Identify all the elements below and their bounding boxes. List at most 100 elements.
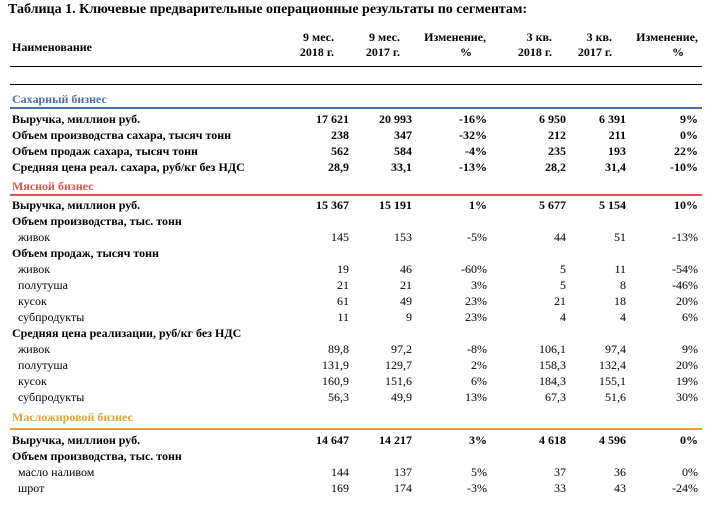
header-rule-bottom bbox=[10, 84, 702, 85]
table-row: полутуша 21 21 3% 5 8 -46% bbox=[0, 278, 716, 293]
table-row: Выручка, миллион руб. 17 621 20 993 -16% 6 9… bbox=[0, 112, 716, 127]
row-value: 212 bbox=[548, 128, 566, 142]
row-value: 30% bbox=[676, 390, 698, 404]
row-value: 169 bbox=[331, 481, 349, 495]
row-value: 5 bbox=[560, 278, 566, 292]
row-value: 151,6 bbox=[385, 374, 412, 388]
header-col-9m2017-line2: 2017 г. bbox=[365, 45, 400, 59]
row-value: 11 bbox=[337, 310, 349, 324]
row-value: 6% bbox=[682, 310, 698, 324]
header-col-9m2017-line1: 9 мес. bbox=[369, 30, 400, 44]
header-col-9m2018: 9 мес. 2018 г. bbox=[282, 30, 334, 60]
row-value: 160,9 bbox=[322, 374, 349, 388]
row-value: 158,3 bbox=[539, 358, 566, 372]
row-value: -46% bbox=[672, 278, 698, 292]
row-value: 562 bbox=[331, 144, 349, 158]
row-value: 129,7 bbox=[385, 358, 412, 372]
section-title: Сахарный бизнес bbox=[12, 92, 107, 106]
row-value: 13% bbox=[465, 390, 487, 404]
row-label: полутуша bbox=[18, 358, 68, 372]
row-value: 15 191 bbox=[379, 198, 412, 212]
row-value: 37 bbox=[554, 465, 566, 479]
row-label: живок bbox=[18, 230, 51, 244]
row-value: 36 bbox=[614, 465, 626, 479]
row-value: 193 bbox=[608, 144, 626, 158]
row-label: Средняя цена реализации, руб/кг без НДС bbox=[12, 326, 242, 340]
row-value: 131,9 bbox=[322, 358, 349, 372]
table-row: Объем производства сахара, тысяч тонн 238… bbox=[0, 128, 716, 143]
header-col-change-9m-line1: Изменение, bbox=[424, 30, 486, 44]
header-col-q3-2017: 3 кв. 2017 г. bbox=[560, 30, 612, 60]
row-label: субпродукты bbox=[18, 390, 85, 404]
table-row: кусок 160,9 151,6 6% 184,3 155,1 19% bbox=[0, 374, 716, 389]
row-value: -24% bbox=[672, 481, 698, 495]
table-subheading-row: Объем производства, тыс. тонн bbox=[0, 449, 716, 464]
row-value: 174 bbox=[394, 481, 412, 495]
row-label: Выручка, миллион руб. bbox=[12, 433, 141, 447]
row-value: 584 bbox=[394, 144, 412, 158]
row-value: 4 bbox=[620, 310, 626, 324]
row-value: 211 bbox=[608, 128, 626, 142]
row-value: 0% bbox=[682, 465, 698, 479]
row-value: 2% bbox=[471, 358, 487, 372]
row-value: -8% bbox=[467, 342, 487, 356]
row-value: 23% bbox=[465, 310, 487, 324]
row-value: 28,9 bbox=[328, 160, 349, 174]
row-value: 4 bbox=[560, 310, 566, 324]
table-title: Таблица 1. Ключевые предварительные опер… bbox=[8, 2, 528, 17]
row-value: -3% bbox=[467, 481, 487, 495]
row-value: 44 bbox=[554, 230, 566, 244]
row-value: 155,1 bbox=[599, 374, 626, 388]
row-value: 61 bbox=[337, 294, 349, 308]
header-col-q3-2018-line1: 3 кв. bbox=[526, 30, 552, 44]
row-value: -32% bbox=[459, 128, 487, 142]
row-value: 22% bbox=[674, 144, 698, 158]
row-value: 0% bbox=[680, 128, 698, 142]
row-label: шрот bbox=[18, 481, 45, 495]
table-header: Наименование 9 мес. 2018 г. 9 мес. 2017 … bbox=[0, 30, 716, 66]
table-row: Средняя цена реал. сахара, руб/кг без НД… bbox=[0, 160, 716, 175]
row-value: 23% bbox=[465, 294, 487, 308]
row-value: 137 bbox=[394, 465, 412, 479]
section-title: Масложировой бизнес bbox=[12, 410, 133, 424]
table-row: полутуша 131,9 129,7 2% 158,3 132,4 20% bbox=[0, 358, 716, 373]
table-row: живок 89,8 97,2 -8% 106,1 97,4 9% bbox=[0, 342, 716, 357]
row-value: -13% bbox=[672, 230, 698, 244]
row-value: 21 bbox=[554, 294, 566, 308]
row-value: 43 bbox=[614, 481, 626, 495]
row-value: 6% bbox=[471, 374, 487, 388]
row-value: 14 217 bbox=[379, 433, 412, 447]
row-value: 19 bbox=[337, 262, 349, 276]
row-label: субпродукты bbox=[18, 310, 85, 324]
row-value: 46 bbox=[400, 262, 412, 276]
header-rule-top bbox=[10, 66, 702, 67]
row-value: 9% bbox=[680, 112, 698, 126]
row-value: 5 154 bbox=[599, 198, 626, 212]
row-value: 235 bbox=[548, 144, 566, 158]
row-label: Средняя цена реал. сахара, руб/кг без НД… bbox=[12, 160, 245, 174]
row-value: -4% bbox=[465, 144, 487, 158]
row-value: -16% bbox=[459, 112, 487, 126]
row-value: 97,4 bbox=[605, 342, 626, 356]
row-value: 3% bbox=[471, 278, 487, 292]
section-title: Мясной бизнес bbox=[12, 179, 94, 193]
row-label: Объем производства сахара, тысяч тонн bbox=[12, 128, 232, 142]
row-label: живок bbox=[18, 342, 51, 356]
row-value: -10% bbox=[670, 160, 698, 174]
row-value: 5 677 bbox=[539, 198, 566, 212]
table-subheading-row: Объем производства, тыс. тонн bbox=[0, 214, 716, 229]
row-value: 6 391 bbox=[599, 112, 626, 126]
row-value: 15 367 bbox=[316, 198, 349, 212]
row-value: 4 618 bbox=[539, 433, 566, 447]
row-value: 49 bbox=[400, 294, 412, 308]
section-divider bbox=[10, 194, 702, 196]
row-value: 56,3 bbox=[328, 390, 349, 404]
row-value: 21 bbox=[400, 278, 412, 292]
row-value: 8 bbox=[620, 278, 626, 292]
table-row: живок 145 153 -5% 44 51 -13% bbox=[0, 230, 716, 245]
row-label: полутуша bbox=[18, 278, 68, 292]
row-value: 51,6 bbox=[605, 390, 626, 404]
row-value: 145 bbox=[331, 230, 349, 244]
row-value: 20% bbox=[676, 358, 698, 372]
row-label: Выручка, миллион руб. bbox=[12, 198, 141, 212]
